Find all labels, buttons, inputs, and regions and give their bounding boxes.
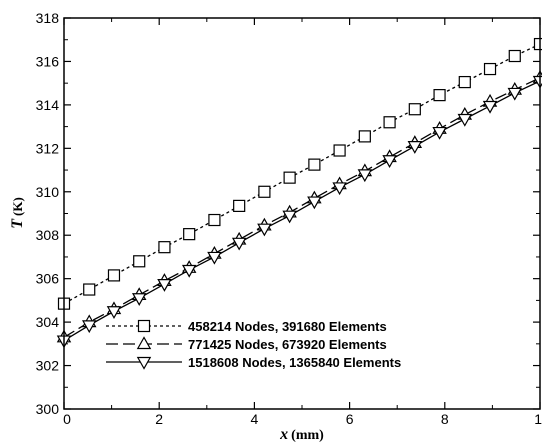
legend-label-3: 1518608 Nodes, 1365840 Elements — [188, 355, 401, 370]
legend-sample-square — [106, 319, 182, 333]
y-tick-label: 316 — [36, 53, 60, 69]
data-point — [257, 223, 272, 237]
legend-entry-2: 771425 Nodes, 673920 Elements — [106, 336, 387, 352]
data-point — [157, 278, 172, 292]
data-point — [282, 210, 297, 224]
y-tick-label: 318 — [36, 10, 60, 26]
x-axis-unit: (mm) — [291, 428, 324, 442]
x-tick-label: 4 — [251, 411, 259, 427]
x-tick-label: 0 — [63, 411, 71, 427]
data-point — [482, 100, 498, 114]
data-point — [307, 196, 322, 210]
data-point — [233, 199, 246, 212]
data-point — [333, 144, 346, 157]
tick-labels: 300 302 304 306 308 310 312 314 316 318 0 2 4 6 8 1 — [36, 10, 542, 427]
data-point — [533, 37, 542, 51]
data-point — [283, 171, 296, 184]
data-point — [308, 158, 321, 171]
series-1 — [57, 37, 542, 310]
y-tick-label: 306 — [36, 271, 60, 287]
data-point — [107, 269, 121, 282]
y-tick-label: 312 — [36, 140, 60, 156]
data-point — [83, 283, 96, 296]
data-point — [181, 264, 197, 278]
legend-marker-3 — [136, 356, 152, 370]
data-point — [408, 103, 421, 116]
data-point — [183, 228, 196, 241]
data-point — [231, 237, 247, 251]
data-point — [82, 320, 97, 334]
legend-label-1: 458214 Nodes, 391680 Elements — [188, 319, 387, 334]
x-tick-label: 8 — [441, 411, 449, 427]
data-point — [207, 251, 222, 265]
y-axis-var: T — [9, 218, 26, 229]
legend: 458214 Nodes, 391680 Elements 771425 Nod… — [106, 319, 401, 370]
x-tick-label: 1 — [534, 411, 542, 427]
data-point — [358, 130, 371, 143]
legend-label-2: 771425 Nodes, 673920 Elements — [188, 337, 387, 352]
data-point — [483, 62, 497, 76]
y-axis-unit: (K) — [10, 197, 25, 216]
legend-sample-triangle-down — [106, 356, 182, 370]
data-point — [432, 126, 447, 140]
data-point — [332, 182, 347, 196]
y-tick-label: 300 — [36, 401, 60, 417]
plot-frame — [63, 17, 541, 410]
y-tick-label: 304 — [36, 314, 60, 330]
data-point — [457, 113, 473, 127]
data-point — [158, 241, 171, 254]
series-3 — [56, 75, 542, 349]
data-point — [508, 49, 521, 63]
legend-entry-3: 1518608 Nodes, 1365840 Elements — [106, 355, 401, 370]
data-point — [258, 185, 271, 198]
data-point — [383, 116, 396, 129]
legend-marker-1 — [137, 319, 151, 333]
y-tick-label: 302 — [36, 358, 60, 374]
x-tick-label: 2 — [155, 411, 163, 427]
y-tick-label: 308 — [36, 227, 60, 243]
x-tick-label: 6 — [346, 411, 354, 427]
x-axis-var: x — [279, 426, 288, 442]
data-point — [407, 141, 423, 154]
y-tick-label: 310 — [36, 184, 60, 200]
data-point — [106, 306, 122, 319]
legend-sample-triangle-up — [106, 336, 182, 350]
data-point — [133, 255, 146, 268]
data-point — [507, 87, 522, 101]
data-point — [208, 213, 221, 227]
y-tick-label: 314 — [36, 97, 60, 113]
data-point — [382, 155, 397, 169]
legend-entry-1: 458214 Nodes, 391680 Elements — [106, 319, 387, 334]
data-point — [131, 293, 147, 306]
data-point — [357, 169, 373, 183]
series-group — [56, 37, 542, 349]
svg-text:T(K): T (K) — [9, 197, 26, 229]
legend-marker-2 — [136, 336, 152, 350]
data-point — [433, 89, 446, 102]
x-axis-title: x (mm) — [279, 426, 324, 442]
data-point — [458, 75, 471, 89]
y-axis-title: T (K) — [9, 197, 26, 229]
